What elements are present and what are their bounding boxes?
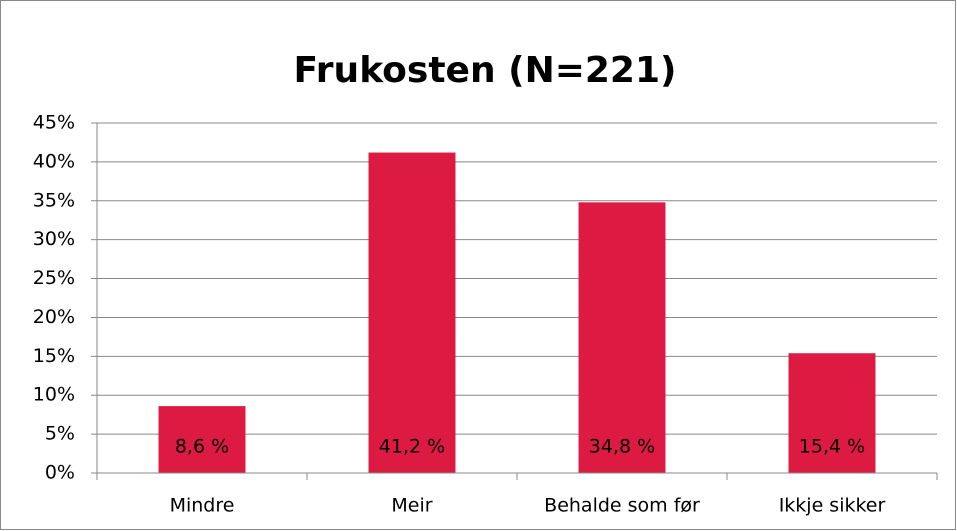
y-tick-label: 20% bbox=[33, 306, 75, 328]
x-tick-label: Meir bbox=[391, 495, 432, 517]
bar bbox=[368, 152, 456, 474]
bar bbox=[788, 353, 876, 473]
y-tick-label: 5% bbox=[45, 423, 75, 445]
data-label: 41,2 % bbox=[379, 436, 445, 458]
y-tick-label: 30% bbox=[33, 228, 75, 250]
data-label: 8,6 % bbox=[175, 436, 229, 458]
y-tick-label: 45% bbox=[33, 112, 75, 134]
data-label: 15,4 % bbox=[799, 436, 865, 458]
data-label: 34,8 % bbox=[589, 436, 655, 458]
x-tick-label: Mindre bbox=[170, 495, 235, 517]
x-tick-label: Ikkje sikker bbox=[779, 495, 886, 517]
y-tick-label: 15% bbox=[33, 345, 75, 367]
y-tick-label: 0% bbox=[45, 462, 75, 484]
bar bbox=[158, 406, 246, 473]
y-tick-label: 10% bbox=[33, 384, 75, 406]
x-tick-label: Behalde som før bbox=[544, 495, 700, 517]
y-tick-label: 40% bbox=[33, 150, 75, 172]
chart-title: Frukosten (N=221) bbox=[294, 50, 677, 91]
y-tick-label: 25% bbox=[33, 267, 75, 289]
bar bbox=[578, 202, 666, 474]
y-tick-label: 35% bbox=[33, 189, 75, 211]
